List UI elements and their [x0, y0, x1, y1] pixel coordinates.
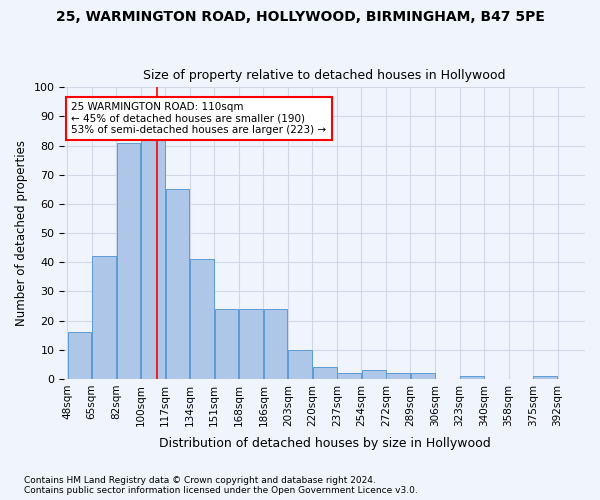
X-axis label: Distribution of detached houses by size in Hollywood: Distribution of detached houses by size …: [159, 437, 491, 450]
Bar: [239, 309, 263, 379]
Bar: [215, 309, 238, 379]
Bar: [411, 373, 434, 379]
Bar: [313, 367, 337, 379]
Bar: [533, 376, 557, 379]
Bar: [166, 190, 190, 379]
Bar: [190, 260, 214, 379]
Bar: [263, 309, 287, 379]
Text: 25 WARMINGTON ROAD: 110sqm
← 45% of detached houses are smaller (190)
53% of sem: 25 WARMINGTON ROAD: 110sqm ← 45% of deta…: [71, 102, 326, 135]
Bar: [362, 370, 386, 379]
Bar: [116, 142, 140, 379]
Y-axis label: Number of detached properties: Number of detached properties: [15, 140, 28, 326]
Text: Contains HM Land Registry data © Crown copyright and database right 2024.
Contai: Contains HM Land Registry data © Crown c…: [24, 476, 418, 495]
Bar: [92, 256, 116, 379]
Bar: [141, 140, 165, 379]
Bar: [386, 373, 410, 379]
Bar: [68, 332, 91, 379]
Text: 25, WARMINGTON ROAD, HOLLYWOOD, BIRMINGHAM, B47 5PE: 25, WARMINGTON ROAD, HOLLYWOOD, BIRMINGH…: [56, 10, 544, 24]
Bar: [460, 376, 484, 379]
Title: Size of property relative to detached houses in Hollywood: Size of property relative to detached ho…: [143, 69, 506, 82]
Bar: [337, 373, 361, 379]
Bar: [288, 350, 312, 379]
